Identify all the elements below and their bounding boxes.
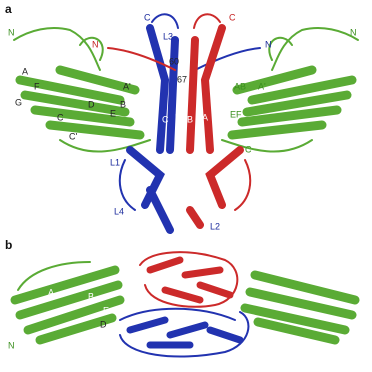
labels-a: N N C L3 C N N 60 67 A A' F G D B E C C'… [8, 12, 357, 231]
label: D [88, 99, 95, 109]
label: C [57, 112, 64, 122]
label: A [22, 66, 28, 76]
structure-b [10, 251, 360, 358]
label: AB [234, 81, 246, 91]
label: C [245, 144, 252, 154]
label: N [265, 39, 272, 49]
label: L4 [114, 206, 124, 216]
structure-a [13, 13, 359, 234]
label: EF [230, 109, 242, 119]
label: B [88, 291, 94, 301]
label: 67 [177, 74, 187, 84]
label: N [350, 27, 357, 37]
labels-b: A B E D N [8, 287, 109, 350]
label: F [34, 81, 40, 91]
panel-label: b [5, 238, 12, 252]
label: B [187, 114, 193, 124]
label: A' [258, 81, 266, 91]
label: D [100, 319, 107, 329]
label: A [202, 112, 208, 122]
label: 60 [169, 56, 179, 66]
label: E [103, 305, 109, 315]
label: N [8, 340, 15, 350]
label: L3 [163, 31, 173, 41]
label: C [162, 114, 169, 124]
label: N [92, 39, 99, 49]
label: E [110, 108, 116, 118]
label: N [8, 27, 15, 37]
label: B [120, 99, 126, 109]
label: A [48, 287, 54, 297]
label: C [229, 12, 236, 22]
label: L2 [210, 221, 220, 231]
label: G [15, 97, 22, 107]
label: L1 [110, 157, 120, 167]
label: A' [123, 81, 131, 91]
label: C [144, 12, 151, 22]
panel-label: a [5, 2, 12, 16]
label: C' [69, 131, 77, 141]
label: D [175, 112, 182, 122]
